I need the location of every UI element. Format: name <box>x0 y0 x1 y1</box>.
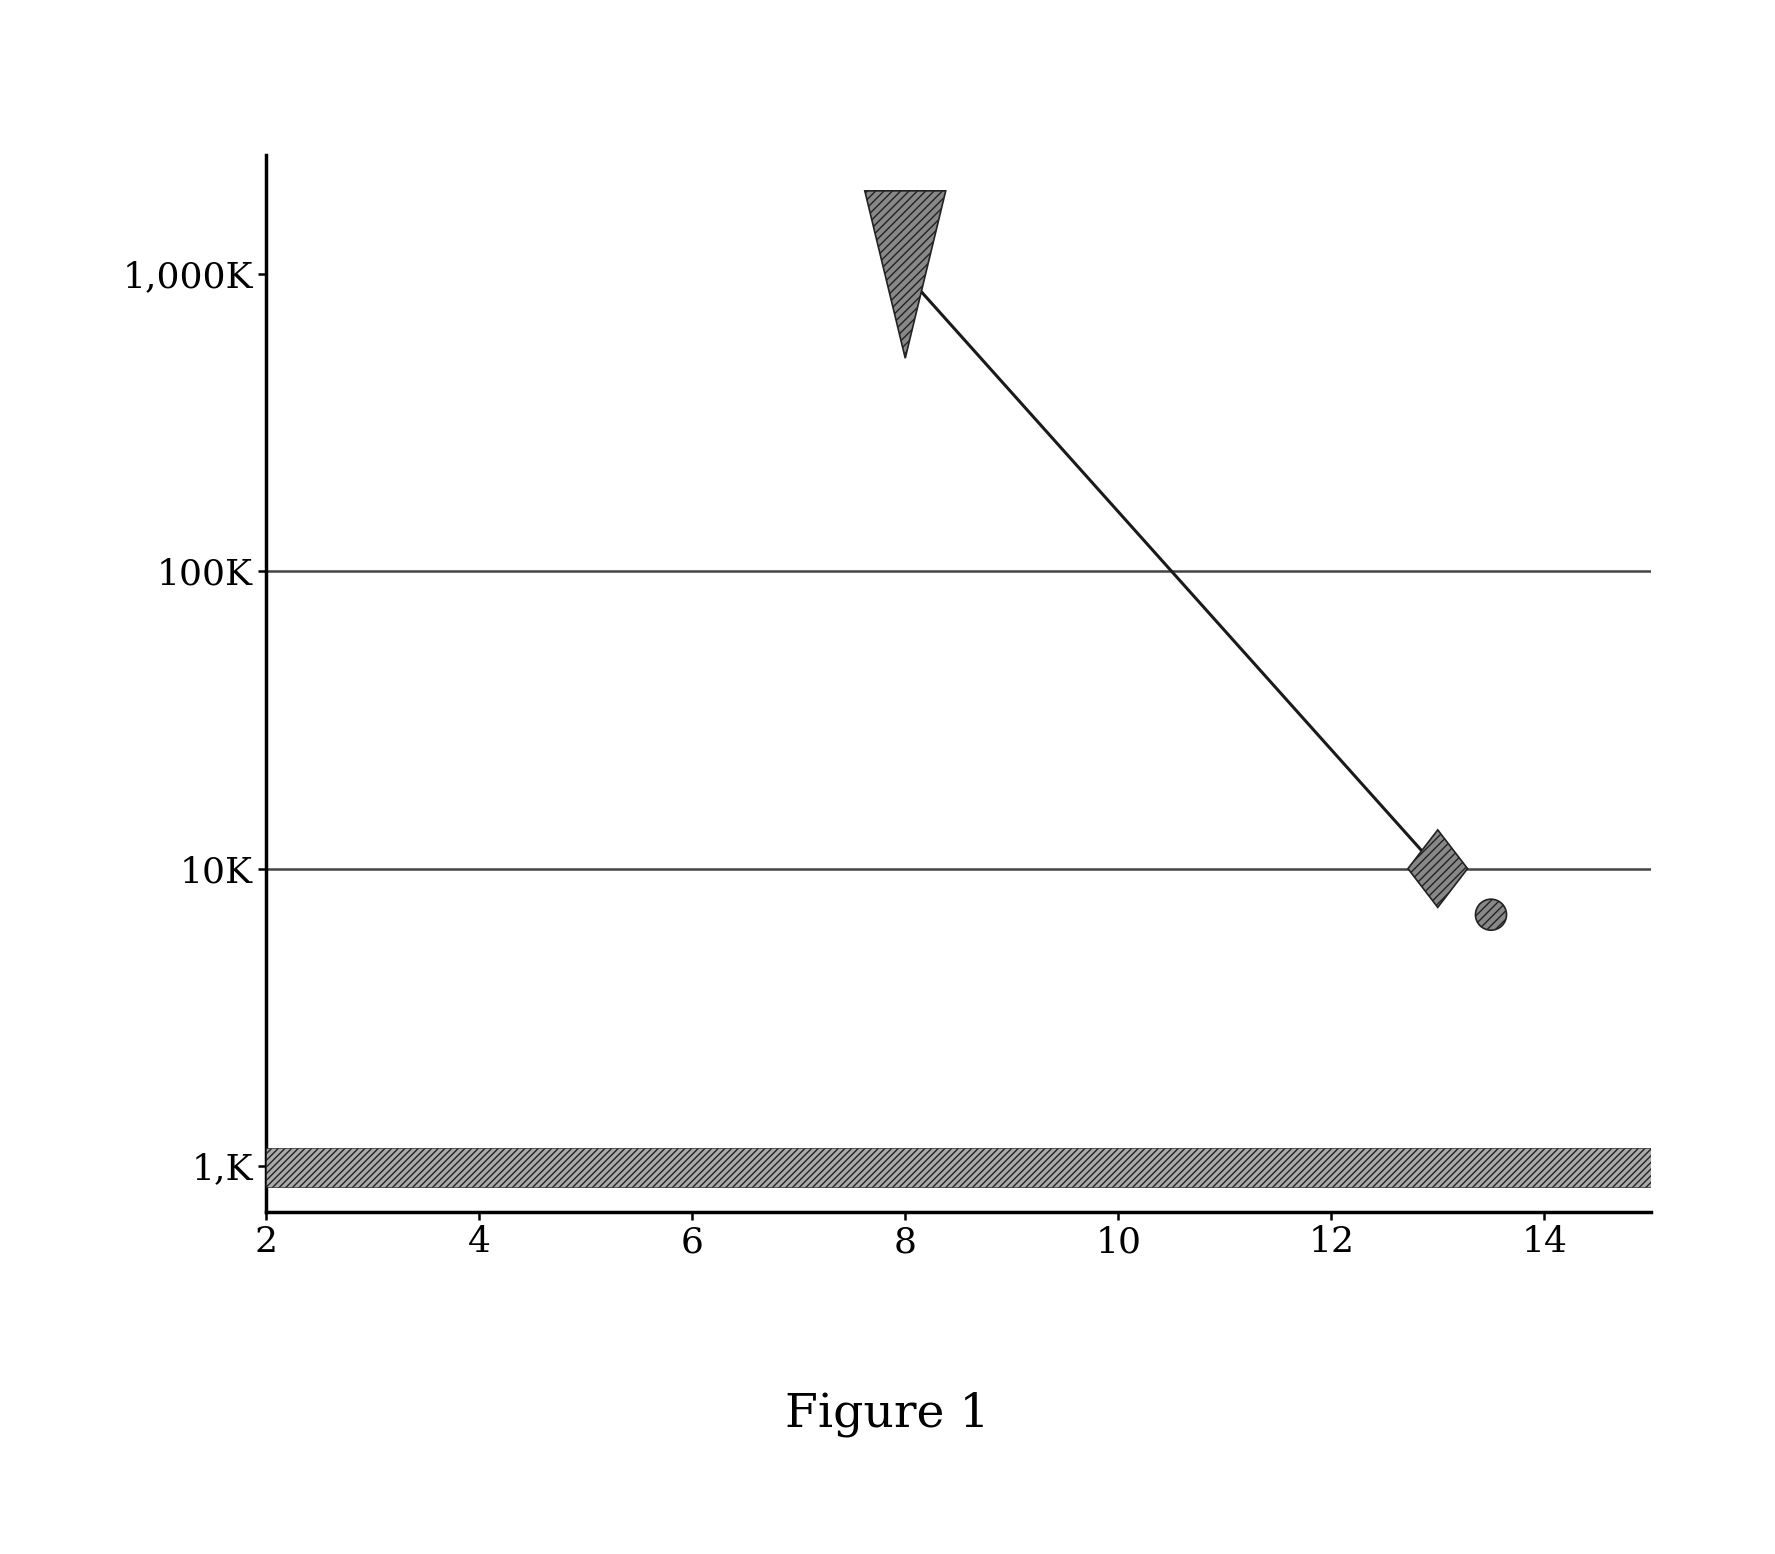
Polygon shape <box>1408 830 1468 908</box>
Polygon shape <box>864 191 946 359</box>
Bar <box>266 1148 1651 1187</box>
Text: Figure 1: Figure 1 <box>785 1391 990 1437</box>
Point <box>1477 903 1505 928</box>
